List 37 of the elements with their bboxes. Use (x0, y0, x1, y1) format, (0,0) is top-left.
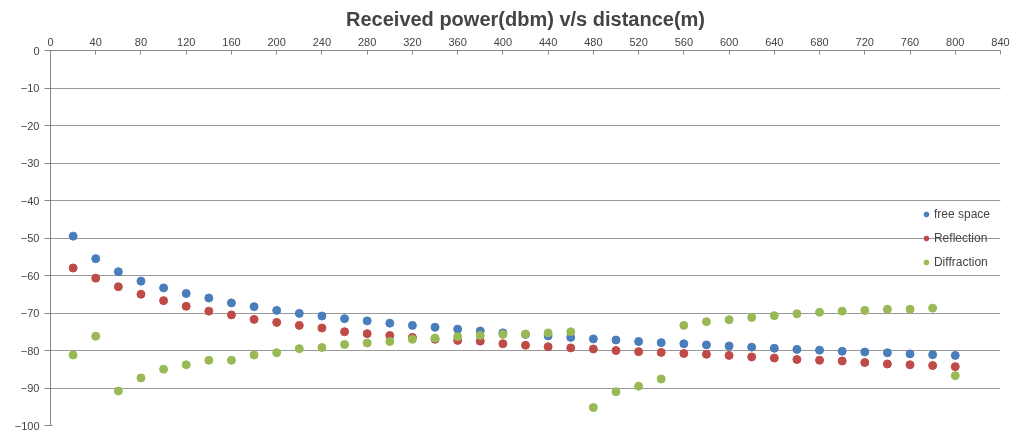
x-tick-label: 320 (403, 35, 422, 48)
x-tick-label: 720 (855, 35, 874, 48)
y-tick-label: −100 (14, 419, 40, 432)
legend-label: free space (933, 206, 990, 221)
x-tick-label: 520 (629, 35, 648, 48)
y-tick-label: −10 (20, 82, 40, 94)
x-tick-label: 0 (47, 35, 54, 48)
x-tick-label: 760 (900, 35, 920, 48)
x-tick-label: 280 (357, 35, 377, 48)
legend-label: Diffraction (933, 254, 988, 269)
y-tick-label: −20 (20, 119, 40, 132)
y-tick-label: −30 (20, 157, 40, 169)
x-tick-label: 800 (946, 35, 965, 48)
y-tick-label: −90 (20, 382, 40, 394)
y-tick-label: −70 (20, 307, 40, 319)
x-tick-label: 40 (89, 35, 102, 48)
y-tick-label: −40 (20, 194, 40, 207)
y-tick-label: −80 (20, 344, 40, 357)
y-tick-label: −50 (20, 232, 40, 244)
x-tick-label: 560 (674, 35, 694, 48)
x-tick-label: 480 (584, 35, 603, 48)
x-tick-label: 80 (134, 35, 148, 48)
x-tick-label: 440 (538, 35, 558, 48)
chart-title: Received power(dbm) v/s distance(m) (346, 7, 705, 30)
x-tick-label: 640 (765, 35, 784, 48)
legend-label: Reflection (933, 230, 988, 245)
x-tick-label: 120 (177, 35, 196, 48)
y-tick-label: −60 (20, 269, 40, 282)
x-tick-label: 680 (810, 35, 829, 48)
x-tick-label: 160 (222, 35, 241, 48)
x-tick-label: 400 (493, 35, 513, 48)
x-tick-label: 200 (267, 35, 286, 48)
x-tick-label: 360 (448, 35, 467, 48)
x-tick-label: 840 (991, 35, 1010, 48)
x-tick-label: 600 (719, 35, 739, 48)
x-tick-label: 240 (312, 35, 332, 48)
y-tick-label: 0 (33, 44, 40, 57)
